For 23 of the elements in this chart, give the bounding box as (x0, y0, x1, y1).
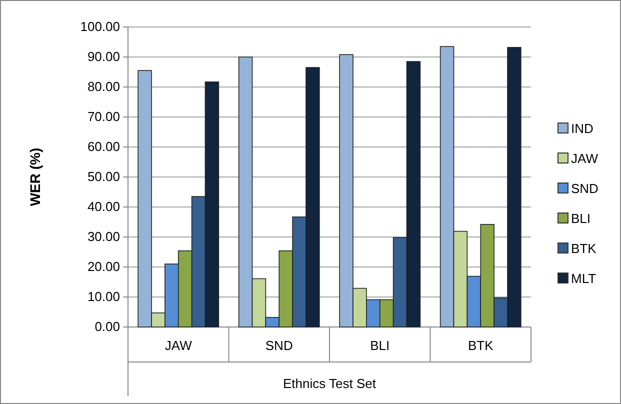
legend-label: IND (571, 121, 594, 136)
y-tick-label: 30.00 (87, 229, 120, 244)
x-tick-label: SND (265, 338, 293, 353)
y-tick-label: 60.00 (87, 139, 120, 154)
legend-label: JAW (571, 151, 599, 166)
y-tick-label: 90.00 (87, 49, 120, 64)
x-tick-label: BLI (370, 338, 390, 353)
y-tick-label: 40.00 (87, 199, 120, 214)
y-tick-label: 20.00 (87, 259, 120, 274)
y-tick-label: 80.00 (87, 79, 120, 94)
legend-label: SND (571, 181, 598, 196)
x-tick-label: JAW (164, 338, 193, 353)
y-axis-title: WER (%) (27, 148, 43, 206)
legend-label: MLT (571, 271, 596, 286)
y-tick-label: 70.00 (87, 109, 120, 124)
y-tick-label: 50.00 (87, 169, 120, 184)
legend-label: BLI (571, 211, 591, 226)
legend-label: BTK (571, 241, 597, 256)
y-tick-label: 0.00 (94, 319, 120, 334)
y-tick-label: 100.00 (80, 19, 120, 34)
y-tick-label: 10.00 (87, 289, 120, 304)
x-axis-title: Ethnics Test Set (283, 376, 376, 391)
x-tick-label: BTK (468, 338, 494, 353)
